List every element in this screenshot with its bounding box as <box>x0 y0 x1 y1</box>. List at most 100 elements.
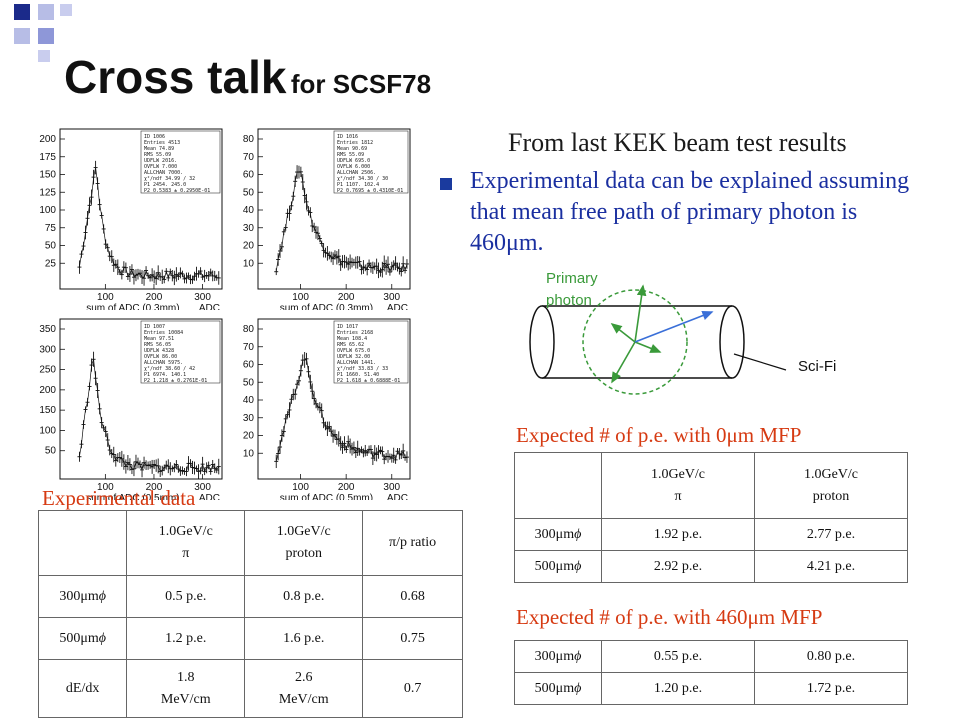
y-tick-label: 175 <box>39 152 56 163</box>
title-main: Cross talk <box>64 51 287 103</box>
stats-line: P2 0.7695 ± 0.4310E-01 <box>337 188 403 194</box>
x-tick-label: 100 <box>97 292 114 303</box>
fiber-diagram-svg <box>529 284 787 395</box>
stats-line: RMS 55.09 <box>144 152 171 158</box>
stats-line: P1 2454. 245.0 <box>144 182 186 188</box>
histogram-plot-2: 80 70 60 50 40 30 20 10 100 200 300 sum of ADC (0.3… <box>228 125 418 310</box>
expected-460-caption: Expected # of p.e. with 460μm MFP <box>516 605 823 629</box>
stats-line: Entries 2168 <box>337 330 373 336</box>
expected-460-table: 300μmϕ 0.55 p.e. 0.80 p.e. 500μmϕ 1.20 p… <box>514 640 908 705</box>
y-tick-label: 100 <box>39 425 56 436</box>
x-tick-label: 300 <box>194 482 211 493</box>
y-tick-label: 50 <box>243 187 255 198</box>
stats-line: P2 0.5383 ± 0.2950E-01 <box>144 188 210 194</box>
cell-proton: 0.8 p.e. <box>244 575 364 618</box>
table-row: dE/dx 1.8 MeV/cm 2.6 MeV/cm 0.7 <box>37 659 463 718</box>
corner-square-light <box>38 50 50 62</box>
x-axis-label: sum of ADC (0.3mm) <box>280 303 373 310</box>
corner-square-light <box>14 28 30 44</box>
stats-line: Entries 1812 <box>337 140 373 146</box>
table-row: 300μmϕ 0.55 p.e. 0.80 p.e. <box>514 640 908 673</box>
cell-pi: 1.2 p.e. <box>126 617 246 660</box>
cell-ratio: 0.68 <box>362 575 463 618</box>
y-tick-label: 40 <box>243 395 255 406</box>
x-tick-label: 100 <box>292 292 309 303</box>
x-axis-unit: ADC <box>387 493 408 500</box>
y-tick-label: 300 <box>39 344 56 355</box>
experimental-caption: Experimental data <box>42 486 196 510</box>
corner-square-light <box>60 4 72 16</box>
bullet-point: Experimental data can be explained assum… <box>440 166 930 259</box>
stats-line: P1 1107. 102.4 <box>337 182 379 188</box>
x-tick-label: 200 <box>338 482 355 493</box>
row-label: 300μmϕ <box>37 575 128 618</box>
y-tick-label: 70 <box>243 342 255 353</box>
y-tick-label: 60 <box>243 170 255 181</box>
y-tick-label: 50 <box>243 377 255 388</box>
stats-box <box>333 130 409 194</box>
histogram-svg-1: 200 175 150 125 100 75 50 25 100 200 300 sum of ADC… <box>39 128 223 310</box>
y-tick-label: 150 <box>39 405 56 416</box>
row-label: 300μmϕ <box>514 640 602 673</box>
histogram-plot-1: 200 175 150 125 100 75 50 25 100 200 300 sum of ADC… <box>30 125 230 310</box>
y-tick-label: 20 <box>243 241 255 252</box>
stats-line: χ²/ndf 34.99 / 32 <box>144 176 195 182</box>
stats-line: UDFLW 2016. <box>144 158 177 164</box>
bullet-text: Experimental data can be explained assum… <box>470 166 930 259</box>
cell-ratio: 0.7 <box>362 659 463 718</box>
y-tick-label: 10 <box>243 258 255 269</box>
header-pi: 1.0GeV/c π <box>601 452 755 519</box>
x-tick-label: 200 <box>146 482 163 493</box>
cell-pi: 0.55 p.e. <box>601 640 755 673</box>
stats-line: χ²/ndf 34.30 / 30 <box>337 176 388 182</box>
bullet-text-end: m. <box>518 230 544 256</box>
stats-line: ALLCHAN 1441. <box>337 360 376 366</box>
y-tick-label: 250 <box>39 365 56 376</box>
stats-line: RMS 65.62 <box>337 342 364 348</box>
x-tick-label: 300 <box>383 482 400 493</box>
stats-line: χ²/ndf 33.83 / 33 <box>337 366 388 372</box>
x-tick-label: 300 <box>383 292 400 303</box>
y-tick-label: 50 <box>45 241 57 252</box>
stats-line: P2 1.218 ± 0.2761E-01 <box>144 378 207 384</box>
header-proton: 1.0GeV/c proton <box>244 510 364 576</box>
x-axis-unit: ADC <box>199 493 220 500</box>
y-tick-label: 50 <box>45 446 57 457</box>
stats-box <box>140 130 221 194</box>
sci-fi-label: Sci-Fi <box>798 358 837 375</box>
fit-curve <box>275 358 408 462</box>
x-tick-label: 200 <box>146 292 163 303</box>
experimental-table: 1.0GeV/c π 1.0GeV/c proton π/p ratio 300μm… <box>37 510 463 718</box>
x-tick-label: 200 <box>338 292 355 303</box>
stats-box <box>140 320 221 384</box>
stats-line: OVFLW 7.000 <box>144 164 177 170</box>
stats-line: P1 6974. 140.1 <box>144 372 186 378</box>
fiber-body <box>542 305 732 379</box>
table-row: 500μmϕ 2.92 p.e. 4.21 p.e. <box>514 550 908 583</box>
y-tick-label: 200 <box>39 134 56 145</box>
cell-pi: 1.92 p.e. <box>601 518 755 551</box>
y-tick-label: 30 <box>243 413 255 424</box>
row-label: dE/dx <box>37 659 128 718</box>
x-axis-unit: ADC <box>199 303 220 310</box>
stats-line: Mean 108.4 <box>337 336 367 342</box>
y-tick-label: 70 <box>243 152 255 163</box>
y-tick-label: 80 <box>243 134 255 145</box>
y-tick-label: 25 <box>45 258 57 269</box>
table-row: 300μmϕ 1.92 p.e. 2.77 p.e. <box>514 518 908 551</box>
stats-line: RMS 56.05 <box>144 342 171 348</box>
subtitle: From last KEK beam test results <box>508 128 847 157</box>
table-row: 300μmϕ 0.5 p.e. 0.8 p.e. 0.68 <box>37 575 463 618</box>
stats-line: OVFLW 675.0 <box>337 348 370 354</box>
fit-curve <box>79 167 219 281</box>
stats-line: OVFLW 6.000 <box>337 164 370 170</box>
stats-line: χ²/ndf 38.60 / 42 <box>144 366 195 372</box>
x-tick-label: 100 <box>292 482 309 493</box>
y-tick-label: 75 <box>45 223 57 234</box>
stats-line: RMS 55.09 <box>337 152 364 158</box>
row-label: 500μmϕ <box>514 550 602 583</box>
histogram-svg-3: 350 300 250 200 150 100 50 100 200 300 sum of ADC … <box>39 318 223 500</box>
cell-pi: 1.8 MeV/cm <box>126 659 246 718</box>
sci-fi-pointer <box>733 353 787 371</box>
stats-line: P1 1660. 51.40 <box>337 372 379 378</box>
